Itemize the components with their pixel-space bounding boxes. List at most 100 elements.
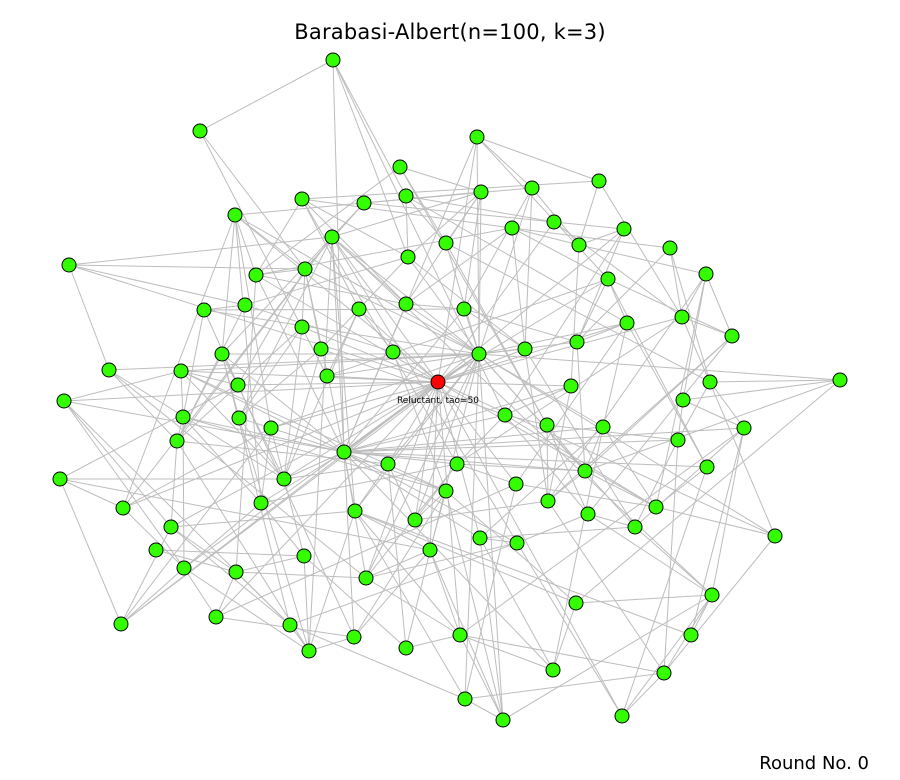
graph-edge [331, 236, 356, 512]
graph-edge [331, 236, 713, 596]
graph-node [508, 476, 524, 492]
graph-edge [234, 214, 306, 270]
graph-node [509, 535, 525, 551]
graph-edge [587, 513, 713, 596]
graph-edge [669, 247, 711, 383]
graph-edge [405, 195, 628, 324]
nodes-layer [52, 52, 848, 728]
graph-edge [238, 348, 322, 419]
graph-edge [681, 316, 776, 537]
graph-edge [682, 379, 841, 401]
graph-edge [437, 381, 623, 717]
graph-edge [576, 322, 628, 343]
graph-node [52, 471, 68, 487]
graph-edge [354, 510, 431, 551]
graph-edge [502, 594, 713, 721]
graph-node [208, 609, 224, 625]
graph-node [577, 463, 593, 479]
graph-edge [479, 426, 604, 539]
graph-node [294, 319, 310, 335]
graph-node [347, 503, 363, 519]
graph-edge [301, 198, 409, 258]
graph-edge [203, 309, 480, 355]
graph-edge [464, 483, 517, 700]
graph-node [313, 341, 329, 357]
graph-edge [182, 416, 262, 504]
graph-edge [63, 400, 291, 626]
graph-edge [578, 244, 707, 275]
graph-node [656, 665, 672, 681]
graph-edge [283, 348, 322, 480]
graph-node [297, 261, 313, 277]
graph-node [539, 417, 555, 433]
graph-edge [524, 348, 636, 528]
graph-edge [387, 353, 480, 465]
graph-edge [326, 375, 439, 383]
graph-node [595, 419, 611, 435]
graph-node [296, 548, 312, 564]
graph-edge [303, 555, 310, 652]
graph-edge [255, 274, 345, 453]
graph-edge [524, 187, 533, 350]
graph-edge [343, 451, 447, 492]
graph-edge [238, 236, 333, 419]
graph-edge [456, 414, 506, 465]
graph-node [392, 159, 408, 175]
graph-node [214, 346, 230, 362]
graph-node [61, 257, 77, 273]
graph-edge [476, 136, 600, 182]
graph-edge [445, 242, 711, 383]
graph-node [619, 315, 635, 331]
graph-node [407, 512, 423, 528]
graph-edge [63, 400, 345, 453]
graph-node [736, 420, 752, 436]
graph-edge [289, 624, 466, 700]
graph-edge [598, 180, 683, 318]
graph-edge [343, 451, 458, 465]
graph-edge [301, 198, 407, 305]
graph-edge [547, 385, 572, 502]
graph-edge [289, 542, 518, 626]
graph-node [398, 188, 414, 204]
graph-edge [478, 353, 504, 721]
graph-edge [479, 526, 636, 539]
graph-edge [238, 417, 310, 652]
graph-node [101, 362, 117, 378]
graph-edge [584, 335, 733, 472]
graph-node [438, 235, 454, 251]
graph-node [176, 560, 192, 576]
graph-edge [59, 478, 431, 551]
graph-edge [621, 672, 665, 717]
graph-edge [120, 353, 480, 625]
graph-edge [199, 130, 306, 270]
graph-edge [176, 440, 310, 652]
graph-node [675, 392, 691, 408]
graph-edge [308, 636, 355, 652]
graph-edge [120, 526, 172, 625]
graph-edge [358, 308, 439, 383]
graph-edge [634, 439, 679, 528]
graph-edge [459, 634, 554, 671]
graph-edge [682, 273, 707, 401]
graph-edge [547, 500, 665, 674]
graph-edge [478, 191, 482, 355]
graph-edge [445, 242, 548, 426]
graph-edge [478, 322, 628, 355]
graph-node [192, 123, 208, 139]
graph-node [545, 662, 561, 678]
graph-edge [68, 236, 333, 266]
graph-node [517, 341, 533, 357]
graph-edge [459, 634, 504, 721]
graph-edge [215, 483, 517, 618]
graph-edge [682, 399, 745, 429]
graph-edge [437, 381, 572, 387]
graph-node [422, 542, 438, 558]
graph-edge [215, 571, 237, 618]
graph-edge [68, 264, 306, 270]
graph-edge [387, 463, 416, 521]
round-counter: Round No. 0 [759, 753, 869, 774]
graph-edge [331, 236, 407, 305]
graph-edge [122, 236, 333, 509]
graph-edge [237, 268, 306, 386]
graph-edge [199, 130, 328, 377]
